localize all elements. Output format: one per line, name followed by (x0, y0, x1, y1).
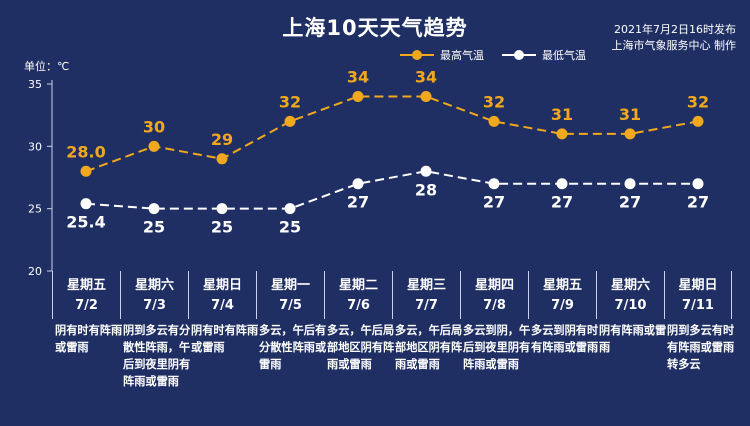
legend-low-marker (502, 50, 536, 60)
data-point-high (488, 115, 500, 127)
date-label: 7/6 (347, 298, 370, 313)
data-point-low (284, 203, 296, 215)
data-label-low: 27 (619, 193, 641, 212)
weekday-label: 星期日 (678, 278, 718, 293)
weather-description: 多云，午后局部地区阴有阵雨或雷雨 (327, 324, 395, 371)
series-line-low (85, 170, 698, 210)
chart-title: 上海10天天气趋势 (282, 16, 468, 40)
data-label-high: 30 (143, 117, 165, 136)
y-tick-label: 30 (28, 140, 42, 153)
data-label-high: 28.0 (66, 142, 105, 161)
data-point-low (624, 178, 636, 190)
data-label-high: 34 (347, 67, 369, 86)
day-header: 星期二 7/6 (324, 271, 392, 319)
data-label-low: 25 (279, 218, 301, 237)
data-point-high (556, 128, 568, 140)
weekday-label: 星期五 (542, 278, 582, 293)
data-point-high (284, 115, 296, 127)
legend-high-label: 最高气温 (440, 49, 484, 62)
date-label: 7/4 (211, 298, 234, 313)
data-point-low (420, 165, 432, 177)
weekday-label: 星期二 (338, 278, 378, 293)
y-tick-label: 25 (28, 203, 42, 216)
legend-item-high: 最高气温 (400, 47, 484, 63)
data-label-low: 27 (347, 193, 369, 212)
day-header: 星期四 7/8 (460, 271, 528, 319)
legend-low-label: 最低气温 (542, 49, 586, 62)
data-point-low (488, 178, 500, 190)
day-header: 星期日 7/4 (188, 271, 256, 319)
data-point-high (148, 140, 160, 152)
date-label: 7/3 (143, 298, 166, 313)
y-tick-label: 35 (28, 78, 42, 91)
data-point-low (556, 178, 568, 190)
weather-description: 多云到阴，午后到夜里阴有阵雨或雷雨 (463, 324, 531, 371)
data-label-high: 32 (483, 92, 505, 111)
data-label-low: 27 (483, 193, 505, 212)
date-label: 7/10 (614, 298, 647, 313)
data-point-high (352, 90, 364, 102)
day-header: 星期五 7/9 (528, 271, 596, 319)
publish-info: 2021年7月2日16时发布 上海市气象服务中心 制作 (612, 22, 737, 54)
data-point-high (692, 115, 704, 127)
weather-description: 阴有时有阵雨或雷雨 (191, 324, 259, 354)
weekday-label: 星期日 (202, 278, 242, 293)
data-label-low: 25 (143, 218, 165, 237)
data-point-low (692, 178, 704, 190)
data-label-high: 32 (687, 92, 709, 111)
data-label-low: 25 (211, 218, 233, 237)
data-point-low (80, 198, 92, 210)
data-point-high (216, 153, 228, 165)
data-point-low (148, 203, 160, 215)
date-label: 7/2 (75, 298, 98, 313)
data-point-low (216, 203, 228, 215)
data-label-low: 28 (415, 180, 437, 199)
date-label: 7/9 (551, 298, 574, 313)
data-label-high: 32 (279, 92, 301, 111)
publisher: 上海市气象服务中心 制作 (611, 39, 737, 52)
weekday-label: 星期四 (474, 278, 514, 293)
data-point-high (420, 90, 432, 102)
legend: 最高气温 最低气温 (400, 47, 604, 63)
data-point-low (352, 178, 364, 190)
data-label-high: 34 (415, 67, 437, 86)
weather-description: 阴有阵雨或雷雨 (599, 324, 667, 354)
publish-time: 2021年7月2日16时发布 (614, 23, 736, 36)
data-point-high (80, 165, 92, 177)
legend-item-low: 最低气温 (502, 47, 586, 63)
weather-description: 阴到多云有分散性阵雨，午后到夜里阴有阵雨或雷雨 (123, 324, 191, 388)
day-header: 星期六 7/3 (120, 271, 188, 319)
series-line-high (85, 95, 699, 173)
weekday-label: 星期一 (270, 278, 310, 293)
y-tick-label: 20 (28, 265, 42, 278)
weather-description: 多云，午后有分散性阵雨或雷雨 (259, 324, 327, 371)
weather-description: 多云到阴有时有阵雨或雷雨 (531, 324, 599, 354)
weekday-label: 星期六 (610, 278, 650, 293)
day-header: 星期一 7/5 (256, 271, 324, 319)
unit-label: 单位：℃ (24, 60, 70, 73)
day-header: 星期三 7/7 (392, 271, 460, 319)
date-label: 7/11 (682, 298, 714, 313)
date-label: 7/7 (415, 298, 438, 313)
date-label: 7/8 (483, 298, 506, 313)
data-point-high (624, 128, 636, 140)
date-label: 7/5 (279, 298, 302, 313)
data-label-low: 25.4 (66, 213, 105, 232)
weekday-label: 星期五 (66, 278, 106, 293)
legend-high-marker (400, 50, 434, 60)
data-label-low: 27 (687, 193, 709, 212)
weather-description: 多云，午后局部地区阴有阵雨或雷雨 (395, 324, 463, 371)
weekday-label: 星期三 (406, 278, 446, 293)
weather-description: 阴到多云有时有阵雨或雷雨转多云 (667, 324, 735, 371)
day-header: 星期六 7/10 (596, 271, 664, 319)
data-label-high: 29 (211, 130, 233, 149)
day-header: 星期日 7/11 (664, 271, 732, 319)
weather-description: 阴有时有阵雨或雷雨 (55, 324, 123, 354)
data-label-low: 27 (551, 193, 573, 212)
data-label-high: 31 (619, 105, 641, 124)
data-label-high: 31 (551, 105, 573, 124)
day-header: 星期五 7/2 (52, 271, 120, 319)
weekday-label: 星期六 (134, 278, 174, 293)
